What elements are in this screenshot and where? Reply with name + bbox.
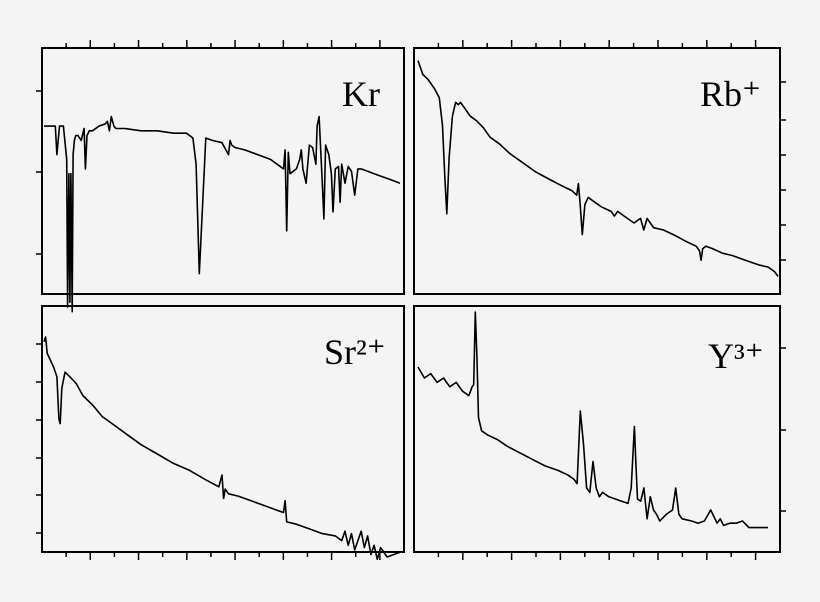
panel-kr-frame <box>41 47 405 295</box>
panel-sr-label: Sr²⁺ <box>324 332 386 372</box>
panel-sr-ticks <box>36 343 381 560</box>
panel-rb-frame <box>413 47 781 295</box>
panel-kr: Kr <box>36 40 405 313</box>
panel-y-ticks <box>437 347 786 560</box>
panel-rb-label: Rb⁺ <box>700 74 761 114</box>
panel-sr-frame <box>41 305 405 553</box>
panel-kr-trace <box>44 115 401 313</box>
panel-y-trace <box>417 311 768 529</box>
panel-y-label: Y³⁺ <box>708 336 764 376</box>
panel-kr-ticks <box>36 40 381 255</box>
panel-y: Y³⁺ <box>413 305 786 560</box>
panel-rb-trace <box>417 60 779 277</box>
panel-y-frame <box>413 305 781 553</box>
panel-rb: Rb⁺ <box>413 40 786 295</box>
panel-sr: Sr²⁺ <box>36 305 405 561</box>
panel-rb-ticks <box>437 40 786 261</box>
panel-sr-trace <box>43 336 401 561</box>
panel-kr-label: Kr <box>342 74 380 114</box>
